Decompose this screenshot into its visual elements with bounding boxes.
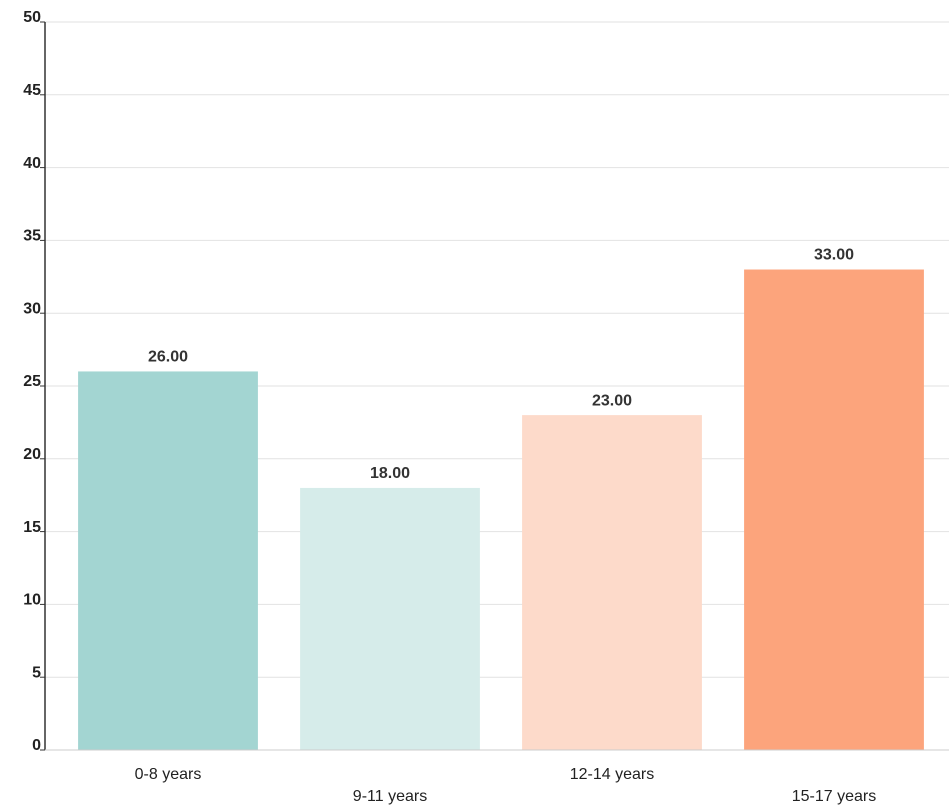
y-tick-label: 10 xyxy=(23,592,41,609)
x-tick-label: 0-8 years xyxy=(135,766,202,783)
bar xyxy=(744,269,924,750)
y-tick-label: 50 xyxy=(23,9,41,26)
value-label: 18.00 xyxy=(370,465,410,482)
y-tick-label: 40 xyxy=(23,155,41,172)
y-tick-label: 25 xyxy=(23,373,41,390)
value-label: 33.00 xyxy=(814,247,854,264)
value-label: 26.00 xyxy=(148,349,188,366)
y-tick-label: 45 xyxy=(23,82,41,99)
x-tick-label: 15-17 years xyxy=(792,788,877,805)
y-tick-label: 35 xyxy=(23,228,41,245)
x-tick-label: 12-14 years xyxy=(570,766,655,783)
y-tick-label: 20 xyxy=(23,446,41,463)
bar xyxy=(522,415,702,750)
y-tick-label: 0 xyxy=(32,737,41,754)
y-tick-label: 30 xyxy=(23,300,41,317)
bar xyxy=(300,487,480,750)
value-label: 23.00 xyxy=(592,392,632,409)
y-tick-label: 5 xyxy=(32,664,41,681)
y-tick-label: 15 xyxy=(23,519,41,536)
x-tick-label: 9-11 years xyxy=(353,788,427,805)
bar xyxy=(78,371,258,750)
